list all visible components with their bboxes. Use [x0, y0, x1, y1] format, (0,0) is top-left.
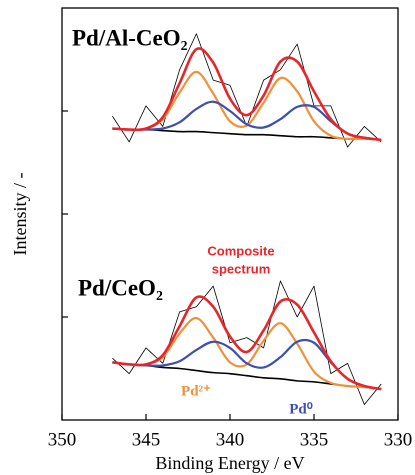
composite-curve [112, 295, 382, 391]
panel-label: Pd/CeO₂ [78, 275, 163, 300]
pd0-component [112, 338, 382, 391]
x-tick-label: 330 [384, 429, 413, 450]
annotation: Composite [207, 243, 274, 258]
x-tick-label: 350 [48, 429, 77, 450]
panel-label: Pd/Al-CeO₂ [72, 25, 188, 50]
annotation: spectrum [212, 261, 271, 276]
x-axis-label: Binding Energy / eV [155, 453, 304, 473]
y-axis-label: Intensity / - [10, 173, 30, 256]
annotation: Pd⁰ [289, 401, 313, 417]
x-tick-label: 345 [132, 429, 161, 450]
x-tick-label: 335 [300, 429, 329, 450]
annotation: Pd²⁺ [181, 383, 211, 399]
composite-curve [112, 47, 382, 142]
x-tick-label: 340 [216, 429, 245, 450]
